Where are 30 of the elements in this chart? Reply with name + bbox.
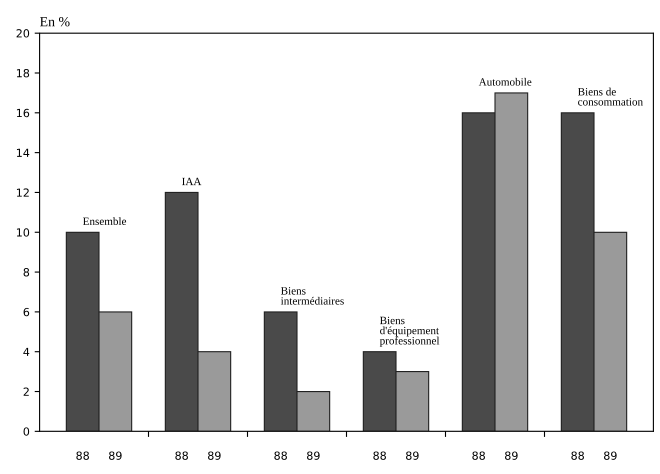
series-label: 89 — [109, 451, 122, 460]
text: 89 — [406, 451, 419, 460]
y-tick-label: 8 — [24, 268, 30, 276]
series-label: 88 — [76, 451, 89, 460]
x-tick-label: IAA — [182, 178, 202, 186]
x-tick-label: Automobile — [478, 78, 532, 86]
text: 89 — [307, 451, 320, 460]
text: 88 — [274, 451, 287, 460]
y-axis-title: En % — [40, 17, 70, 26]
y-tick-label: 18 — [16, 68, 30, 78]
y-tick-label: 2 — [24, 388, 29, 396]
text: 89 — [604, 451, 617, 460]
text: 89 — [505, 451, 518, 460]
y-tick-label: 0 — [24, 427, 30, 436]
y-tick-label: 14 — [16, 148, 30, 157]
x-tick-label: Biens d'équipement professionnel — [380, 316, 440, 347]
y-tick-label: 12 — [16, 188, 29, 197]
text: 89 — [208, 451, 221, 460]
text: 88 — [373, 451, 386, 460]
y-tick-label: 20 — [16, 29, 30, 38]
y-tick-label: 10 — [16, 228, 30, 237]
x-tick-label: Biens intermédiaires — [280, 287, 344, 305]
text: 88 — [571, 451, 584, 460]
y-tick-label: 6 — [24, 308, 30, 316]
x-tick-label: Ensemble — [82, 217, 126, 226]
text: 88 — [175, 451, 188, 460]
y-tick-label: 16 — [16, 108, 30, 118]
x-tick-label: Biens de consommation — [578, 88, 643, 106]
text: 88 — [472, 451, 485, 460]
y-tick-label: 4 — [23, 348, 30, 356]
